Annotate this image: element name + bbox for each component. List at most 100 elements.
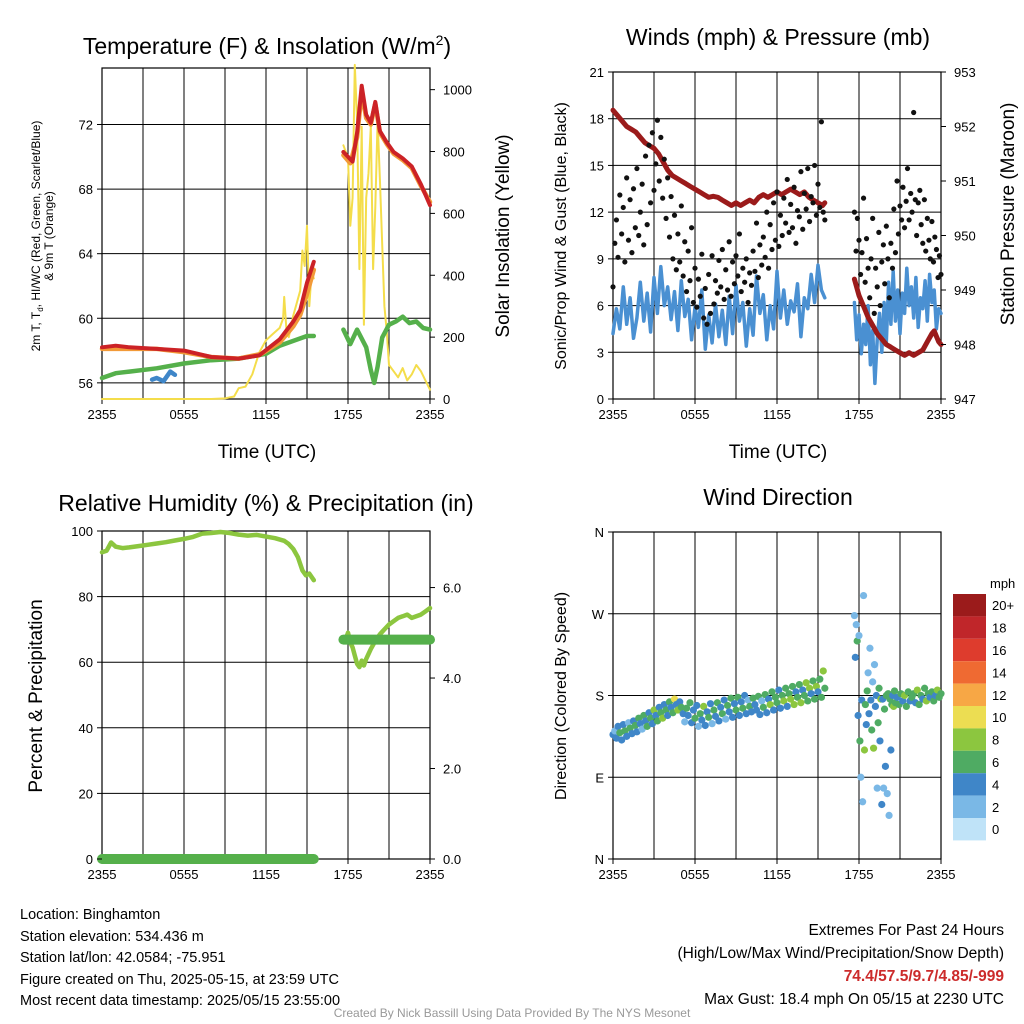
direction-point [805,684,814,692]
legend-title: mph [990,576,1015,591]
direction-point [865,710,873,718]
direction-point [717,703,725,711]
y-tick-label: 15 [590,158,604,173]
gust-point [796,214,802,220]
direction-point [751,700,759,709]
gust-point [815,181,821,187]
gust-point [883,223,889,229]
gust-point [663,215,669,221]
winds-y2label: Station Pressure (Maroon) [998,103,1019,326]
gust-point [723,267,729,273]
direction-point [868,726,876,734]
gust-point [735,273,741,279]
gust-point [765,265,772,271]
y-tick-label: 9 [597,252,604,267]
direction-point [859,798,867,806]
direction-point [775,686,783,694]
gust-point [762,254,768,260]
direction-point [720,696,728,704]
gust-point [677,259,683,265]
direction-point [902,702,910,711]
legend-swatch [953,728,986,751]
direction-point [771,693,780,701]
gust-point [678,203,684,209]
gust-point [685,248,691,254]
legend-label: 8 [992,733,999,748]
gust-point [769,246,775,253]
gust-point [895,231,902,237]
legend-swatch [953,818,986,841]
gust-point [750,248,756,254]
direction-point [809,677,817,685]
gust-point [656,178,662,184]
direction-point [862,720,870,729]
y-tick-label: W [592,607,605,622]
direction-point [812,682,821,691]
gust-point [683,288,690,295]
direction-point [694,722,703,730]
gust-point [712,278,719,284]
y-tick-label: 21 [590,65,604,80]
y-tick-label: 80 [79,590,93,605]
y2-tick-label: 951 [954,174,976,189]
direction-point [864,669,872,677]
x-tick-label: 0555 [170,867,199,882]
winds-panel: Winds (mph) & Pressure (mb) Sonic/Prop W… [553,24,1019,463]
gust-point [868,256,874,262]
direction-point [725,708,733,716]
gust-point [808,193,814,200]
legend-swatch [953,616,986,639]
gust-point [630,186,637,192]
gust-point [625,237,632,243]
y2-tick-label: 953 [954,65,976,80]
direction-point [921,684,929,692]
gust-point [859,250,865,256]
direction-point [730,700,739,708]
direction-point [723,701,732,710]
gust-point [811,162,818,169]
legend-swatch [953,706,986,729]
temperature-ylabel: 2m T, Td, HI/WC (Red, Green, Scarlet/Blu… [29,121,56,352]
gust-point [673,267,679,273]
gust-point [801,190,807,197]
y-tick-label: 72 [79,118,93,133]
gust-point [704,321,710,327]
x-tick-label: 0555 [170,407,199,422]
legend-label: 18 [992,621,1006,636]
direction-point [681,718,689,726]
gust-point [653,161,659,167]
direction-point [787,695,795,703]
gust-point [810,200,816,206]
direction-point [718,710,726,718]
gust-point [857,271,864,278]
gust-point [702,285,708,292]
gust-point [783,220,789,226]
winds-ylabel: Sonic/Prop Wind & Gust (Blue, Black) [553,102,570,370]
direction-point [691,714,699,722]
gust-point [649,130,656,136]
gust-point [637,209,643,215]
gust-point [930,259,937,265]
direction-point [785,690,793,698]
gust-point [920,240,926,246]
y2-tick-label: 6.0 [443,581,461,596]
direction-point [880,705,889,713]
gust-point [668,193,674,200]
direction-point [819,667,827,675]
gust-point [903,198,909,204]
direction-point [778,691,786,700]
gust-point [851,209,858,215]
x-tick-label: 1755 [845,407,874,422]
gust-point [617,192,623,198]
x-tick-label: 1155 [763,867,791,882]
latlon-text: Station lat/lon: 42.0584; -75.951 [20,950,226,966]
svg-text:& 9m T (Orange): & 9m T (Orange) [42,191,56,281]
direction-point [875,684,883,692]
gust-point [639,181,645,187]
gust-point [743,256,749,262]
gust-point [898,217,905,223]
temperature-panel: Temperature (F) & Insolation (W/m2) 2m T… [29,32,514,463]
gust-point [933,246,940,253]
gust-point [665,175,671,181]
